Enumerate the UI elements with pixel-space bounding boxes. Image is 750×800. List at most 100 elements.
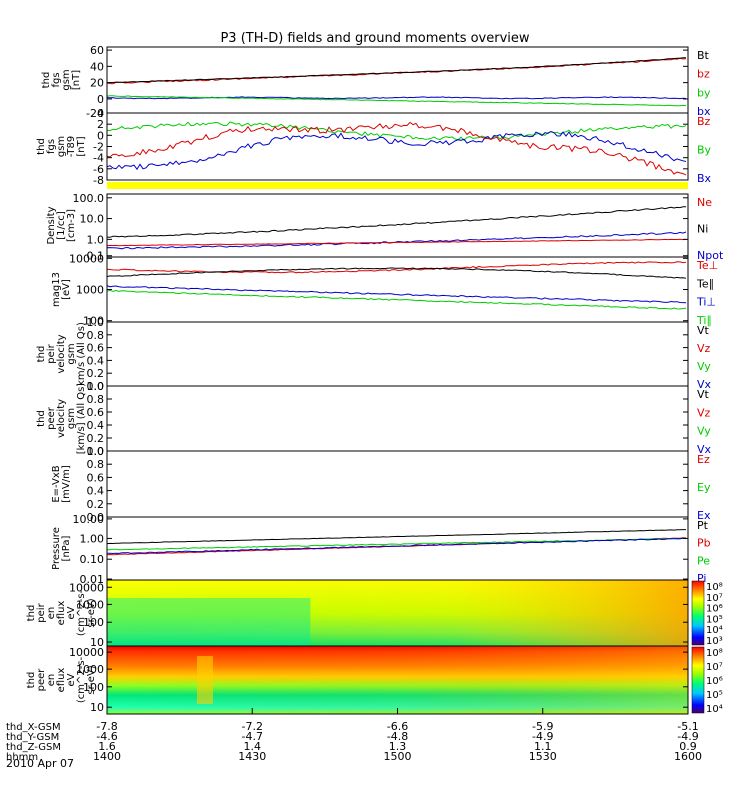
series-pressure-blue [106, 537, 687, 555]
colorbar-ion_spec [691, 580, 705, 646]
colorbar-tick-label: 10⁸ [706, 648, 723, 659]
legend-Vx: Vx [697, 378, 712, 391]
y-tick-label: 0.4 [87, 419, 105, 432]
y-tick-label: 20 [90, 77, 104, 90]
y-tick-label: 10000 [69, 646, 104, 659]
footer-value: 1.4 [244, 740, 262, 753]
y-tick-label: 0.6 [87, 471, 105, 484]
y-axis-label-line: [km/s] (All Qs) [76, 383, 87, 455]
y-tick-label: 0.8 [87, 393, 105, 406]
legend-Bt: Bt [697, 49, 710, 62]
series-fgs-black [106, 57, 686, 84]
panel-frame-vpeer [106, 385, 689, 452]
y-axis-label-line: thd [36, 138, 47, 155]
y-tick-label: 0.01 [80, 573, 105, 586]
panel-vpeer: 1.00.80.60.40.20.0thdpeervelocitygsm[km/… [36, 380, 712, 458]
y-tick-label: 60 [90, 44, 104, 57]
footer-ephemeris: thd_X-GSM -7.8 -7.2 -6.6 -5.9 -5.1 thd_Y-GSM -4… [6, 708, 702, 763]
y-tick-label: 10 [90, 636, 104, 649]
y-tick-label: 4 [97, 107, 104, 120]
footer-value: 1.1 [534, 740, 552, 753]
legend-Te∥: Te∥ [696, 277, 714, 290]
y-axis-label-line: peer [46, 406, 57, 430]
y-axis-label-line: eV [66, 606, 77, 619]
y-tick-label: 40 [90, 60, 104, 73]
date-label: 2010 Apr 07 [6, 757, 74, 770]
panel-t89: 420-2-4-6-8 thdfgsgsm-T89[nT] Bz By Bx [36, 107, 712, 187]
y-axis-label: thdfgsgsm-T89[nT] [36, 136, 87, 158]
y-tick-label: 10000 [69, 252, 104, 265]
series-t89-blue [106, 130, 687, 171]
y-tick-label: 0.4 [87, 354, 105, 367]
y-axis-label-line: eflux [56, 601, 67, 626]
footer-value: -5.9 [532, 720, 553, 733]
y-tick-label: 1.0 [87, 380, 105, 393]
panel-frame-vpeir [106, 321, 689, 387]
y-axis-label-line: Density [46, 206, 57, 244]
y-axis-label-line: eV [66, 673, 77, 686]
y-axis-label-line: [eV] [61, 279, 72, 300]
footer-value: -7.8 [96, 720, 117, 733]
y-tick-label: 0 [97, 129, 104, 142]
panel-frame-pressure [106, 516, 689, 581]
panel-ele_spec: 10000100010010thdpeerenefluxeV(cm^2-s-sr… [26, 645, 723, 715]
legend-bx: bx [697, 105, 711, 118]
electron-dropout-patch [197, 656, 213, 704]
colorbar-tick-label: 10⁷ [706, 662, 723, 673]
y-axis-label-line: (cm^2-s- [76, 656, 87, 703]
y-tick-label: 100 [83, 681, 104, 694]
legend-Ex: Ex [697, 509, 711, 522]
y-axis-label-line: [nT] [71, 70, 82, 90]
panels-layer: 6040200-20thdfgsgsm[nT]Btbzbybx420-2-4-6… [26, 44, 724, 715]
y-axis-label-line: peir [36, 602, 47, 622]
y-tick-label: 0.8 [87, 329, 105, 342]
y-tick-label: 0 [97, 93, 104, 106]
footer-value: -4.6 [96, 730, 117, 743]
y-axis-label-line: [cm-3] [66, 209, 77, 242]
footer-value: 0.9 [679, 740, 697, 753]
y-axis-label-line: -T89 [66, 136, 77, 158]
y-tick-label: 0.1 [87, 250, 105, 263]
footer-value: -4.8 [387, 730, 408, 743]
legend-By: By [697, 144, 712, 157]
y-axis-label-line: E=-VxB [51, 465, 62, 502]
y-axis-label-line: [1/cc] [56, 211, 67, 240]
footer-row-label: thd_X-GSM [6, 722, 61, 733]
legend-Vt: Vt [697, 324, 710, 337]
y-tick-label: 0.8 [87, 458, 105, 471]
legend-Pi: Pi [697, 572, 706, 585]
footer-row-label: hhmm [6, 752, 38, 763]
colorbar-ele_spec [691, 646, 705, 714]
legend-Pb: Pb [697, 537, 711, 550]
y-axis-label-line: (cm^2-s- [76, 589, 87, 636]
ion-spectrogram-overlay [107, 580, 688, 646]
series-temp-green [106, 289, 687, 310]
series-fgs-green [106, 95, 687, 107]
ion-low-energy-patch [107, 598, 311, 646]
legend-by: by [697, 86, 711, 99]
series-density-black [106, 206, 687, 238]
y-axis-label-line: Pressure [51, 527, 62, 570]
y-axis-label-line: gsm [56, 136, 67, 157]
colorbar-tick-label: 10⁵ [706, 614, 723, 625]
y-tick-label: 0.4 [87, 485, 105, 498]
y-tick-label: -4 [93, 152, 104, 165]
y-tick-label: 1000 [76, 663, 104, 676]
y-tick-label: 100.0 [73, 192, 105, 205]
y-tick-label: 0.2 [87, 432, 105, 445]
footer-value: 1.6 [98, 740, 116, 753]
panel-pressure: 10.00 1.00 0.10 0.01 Pressure[nPa] Pt Pb Pe Pi [51, 513, 711, 586]
footer-value: -4.9 [677, 730, 698, 743]
footer-value: -4.7 [242, 730, 263, 743]
y-axis-label-line: mag13 [51, 272, 62, 307]
footer-row-label: thd_Y-GSM [6, 732, 59, 743]
y-tick-label: 10000 [69, 581, 104, 594]
legend-Ti∥: Ti∥ [696, 314, 712, 327]
y-axis-label-line: peir [46, 343, 57, 363]
y-axis-label-line: en [46, 607, 57, 620]
legend-Pt: Pt [697, 519, 709, 532]
y-axis-label-line: km/s (All Qs) [76, 322, 87, 386]
y-axis-label-line: thd [41, 72, 52, 89]
y-tick-label: 0.2 [87, 498, 105, 511]
y-axis-label: thdpeerenefluxeV(cm^2-s-sr-eV) [26, 656, 97, 703]
